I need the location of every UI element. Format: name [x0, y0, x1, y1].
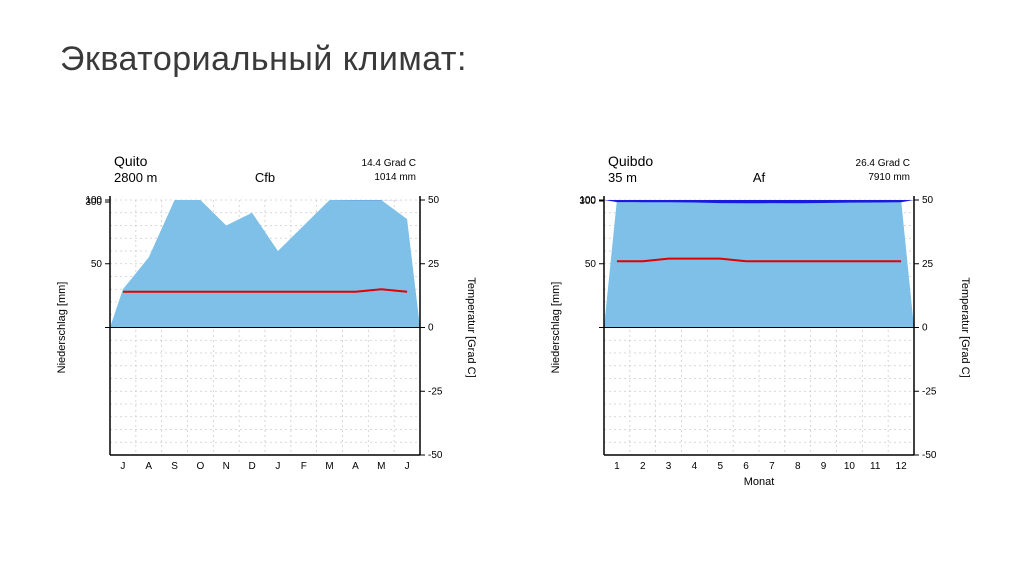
climate-chart: 50100300-50-2502550JASONDJFMAMJNiedersch… [40, 140, 490, 500]
charts-row: 50100300-50-2502550JASONDJFMAMJNiedersch… [40, 140, 984, 500]
svg-text:300: 300 [579, 196, 596, 207]
svg-text:Cfb: Cfb [255, 170, 275, 185]
svg-text:6: 6 [743, 461, 749, 472]
svg-text:14.4 Grad C: 14.4 Grad C [362, 158, 416, 169]
svg-text:9: 9 [821, 461, 827, 472]
svg-text:8: 8 [795, 461, 801, 472]
svg-text:4: 4 [692, 461, 698, 472]
svg-text:A: A [145, 461, 152, 472]
svg-text:D: D [248, 461, 255, 472]
svg-text:25: 25 [922, 259, 934, 270]
svg-text:Quito: Quito [114, 153, 148, 169]
svg-text:50: 50 [585, 259, 597, 270]
svg-text:-25: -25 [428, 386, 443, 397]
svg-text:J: J [405, 461, 410, 472]
chart-left: 50100300-50-2502550JASONDJFMAMJNiedersch… [40, 140, 490, 500]
svg-text:11: 11 [870, 461, 881, 472]
svg-text:2: 2 [640, 461, 646, 472]
svg-text:M: M [377, 461, 385, 472]
svg-text:1: 1 [614, 461, 620, 472]
svg-text:Niederschlag [mm]: Niederschlag [mm] [56, 282, 68, 374]
svg-text:0: 0 [428, 323, 434, 334]
svg-text:35 m: 35 m [608, 170, 637, 185]
svg-text:J: J [120, 461, 125, 472]
svg-text:0: 0 [922, 323, 928, 334]
svg-text:Niederschlag [mm]: Niederschlag [mm] [550, 282, 562, 374]
svg-text:F: F [301, 461, 307, 472]
svg-text:25: 25 [428, 259, 440, 270]
climate-chart: 50100300-50-2502550123456789101112MonatN… [534, 140, 984, 500]
svg-text:7910 mm: 7910 mm [868, 172, 910, 183]
slide-title: Экваториальный климат: [60, 40, 467, 79]
svg-text:J: J [275, 461, 280, 472]
svg-text:Af: Af [753, 170, 766, 185]
svg-text:Temperatur [Grad C]: Temperatur [Grad C] [465, 277, 477, 377]
svg-text:Quibdo: Quibdo [608, 153, 653, 169]
svg-text:50: 50 [428, 195, 440, 206]
svg-text:10: 10 [844, 461, 856, 472]
slide: Экваториальный климат: 50100300-50-25025… [0, 0, 1024, 574]
svg-text:1014 mm: 1014 mm [374, 172, 416, 183]
svg-text:-25: -25 [922, 386, 937, 397]
svg-text:S: S [171, 461, 178, 472]
svg-text:Temperatur [Grad C]: Temperatur [Grad C] [959, 277, 971, 377]
svg-text:-50: -50 [428, 450, 443, 461]
svg-text:A: A [352, 461, 359, 472]
svg-text:-50: -50 [922, 450, 937, 461]
svg-text:Monat: Monat [744, 476, 775, 488]
svg-text:50: 50 [922, 195, 934, 206]
svg-text:M: M [325, 461, 333, 472]
svg-text:N: N [223, 461, 230, 472]
svg-text:7: 7 [769, 461, 775, 472]
svg-text:26.4 Grad C: 26.4 Grad C [856, 158, 910, 169]
svg-text:300: 300 [85, 197, 102, 208]
svg-text:O: O [197, 461, 205, 472]
svg-text:50: 50 [91, 259, 103, 270]
svg-text:5: 5 [717, 461, 723, 472]
svg-text:3: 3 [666, 461, 672, 472]
svg-text:12: 12 [896, 461, 908, 472]
chart-right: 50100300-50-2502550123456789101112MonatN… [534, 140, 984, 500]
svg-text:2800 m: 2800 m [114, 170, 157, 185]
